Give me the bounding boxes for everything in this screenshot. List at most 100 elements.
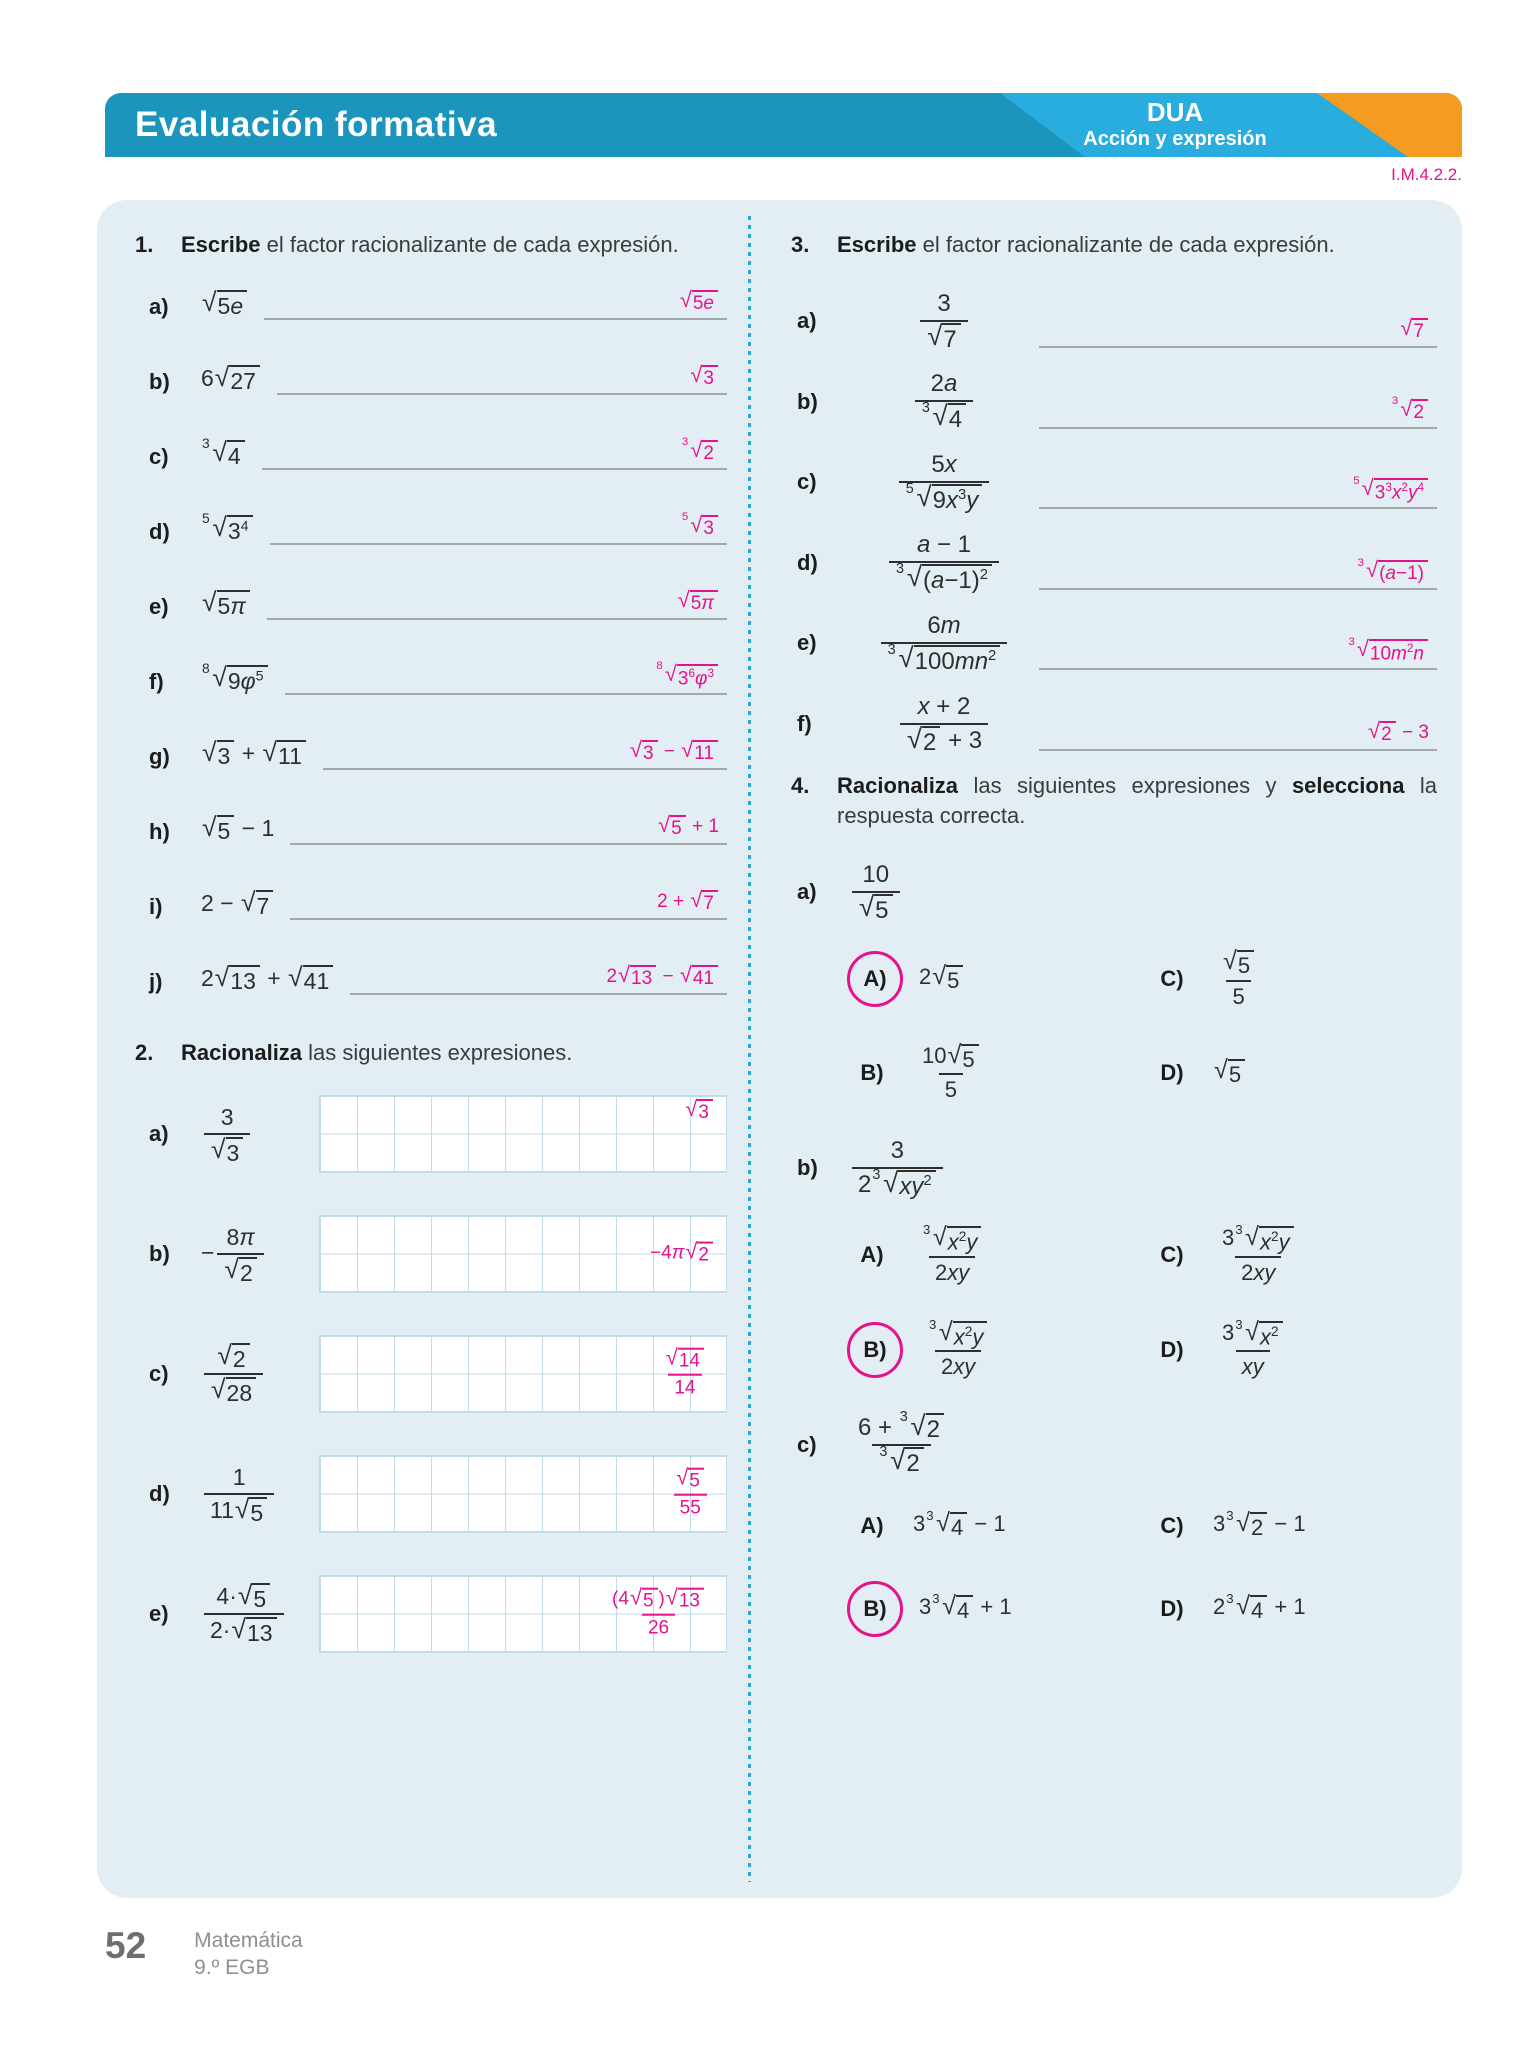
radicand: 4 bbox=[950, 1512, 968, 1540]
denominator: √ 28 bbox=[204, 1373, 264, 1407]
math-expression: √ 5 bbox=[1213, 1056, 1246, 1087]
numerator: x + 2 bbox=[917, 692, 971, 720]
answer-text: 3 √ 2 bbox=[681, 436, 727, 468]
exercise-2-header: 2. Racionaliza las siguientes expresiones… bbox=[135, 1038, 727, 1068]
radical-sign: √ bbox=[212, 662, 227, 693]
radical: 3 √ 2 bbox=[1392, 395, 1428, 424]
radical-sign: √ bbox=[214, 962, 230, 993]
radicand: 5 bbox=[1227, 1059, 1246, 1087]
radicand: 9x3y bbox=[931, 483, 983, 515]
answer-line: 3 √ 2 bbox=[1039, 375, 1437, 429]
option-A: A) 2 √ 5 bbox=[847, 947, 1147, 1011]
radical-index: 3 bbox=[872, 1166, 881, 1183]
fraction: 4· √ 5 2· √ 13 bbox=[204, 1581, 284, 1648]
radical-sign: √ bbox=[202, 812, 217, 843]
selected-option-letter: B) bbox=[847, 1321, 903, 1378]
item-label: c) bbox=[149, 1361, 169, 1387]
radicand: 2 bbox=[697, 1241, 713, 1267]
radical: √ 13 bbox=[231, 1616, 277, 1646]
left-column: 1. Escribe el factor racionalizante de ca… bbox=[135, 230, 727, 1695]
math-expression: 3 3 √ 4 + 1 bbox=[919, 1591, 1012, 1624]
item-expression: 4· √ 5 2· √ 13 bbox=[201, 1581, 319, 1648]
math-variable: y bbox=[964, 1354, 976, 1380]
superscript: 2 bbox=[979, 567, 988, 584]
math-expression: 2 3 √ 4 + 1 bbox=[1213, 1591, 1306, 1624]
radicand: 3 bbox=[642, 739, 658, 765]
math-variable: x bbox=[1391, 482, 1402, 504]
radical: √ 28 bbox=[211, 1374, 257, 1406]
radicand: x2y bbox=[1259, 1226, 1294, 1255]
item-label: a) bbox=[149, 1121, 169, 1147]
answer-line: √ 5e bbox=[264, 288, 727, 320]
option-B: B) 3 3 √ 4 + 1 bbox=[847, 1580, 1147, 1637]
denominator: 55 bbox=[673, 1493, 707, 1522]
math-variable: y bbox=[958, 1260, 970, 1286]
denominator: √ 5 bbox=[852, 890, 900, 926]
item-expression: −8π √ 2 bbox=[201, 1222, 319, 1287]
numerator: 10 bbox=[862, 860, 890, 888]
fraction: 8π √ 2 bbox=[217, 1222, 264, 1287]
radical-index: 3 bbox=[929, 1316, 937, 1332]
options-b: A) 3 √ x2y 2xy C) 3 3 √ x2y 2xy B) 3 √ x2y 2xy D) 3 3 √ x2 xy bbox=[791, 1222, 1437, 1382]
denominator: 5 √ 9x3y bbox=[898, 480, 990, 516]
denominator: 3 √ 4 bbox=[914, 400, 974, 435]
numerator: (4 √ 5) √ 13 bbox=[606, 1587, 711, 1614]
exercise-1-item-j: j) 2 √ 13 + √ 41 2 √ 13 − √ 41 bbox=[135, 963, 727, 995]
radical-sign: √ bbox=[1214, 1056, 1228, 1085]
radical: 3 √ x2y bbox=[1235, 1222, 1294, 1255]
radicand: 5 bbox=[252, 1582, 271, 1612]
radical: 8 √ 9φ5 bbox=[202, 661, 268, 694]
fraction: 3 √ x2y 2xy bbox=[922, 1316, 994, 1382]
radical: √ 2 bbox=[217, 1342, 250, 1372]
item-expression: 8 √ 9φ5 bbox=[201, 661, 269, 694]
option-letter: B) bbox=[860, 1059, 884, 1085]
math-variable: y bbox=[966, 1229, 978, 1255]
radical-index: 3 bbox=[923, 1222, 931, 1238]
item-expression: 5x 5 √ 9x3y bbox=[849, 449, 1039, 516]
work-grid: √ 3 bbox=[319, 1095, 727, 1174]
option-letter: D) bbox=[1160, 1336, 1184, 1362]
item-expression: √ 2 √ 28 bbox=[201, 1341, 319, 1408]
radical: √ 7 bbox=[241, 889, 274, 919]
radicand: 13 bbox=[245, 1617, 277, 1646]
radical: √ 5 bbox=[948, 1042, 979, 1072]
radical-sign: √ bbox=[211, 1374, 226, 1405]
denominator: √ 3 bbox=[204, 1132, 251, 1167]
item-label: e) bbox=[149, 1601, 169, 1627]
fraction: 5x 5 √ 9x3y bbox=[898, 449, 990, 516]
denominator: √ 2 bbox=[217, 1252, 264, 1287]
math-expression: 4· √ 5 2· √ 13 bbox=[201, 1581, 287, 1648]
math-expression: 1 11 √ 5 bbox=[201, 1462, 277, 1527]
radical-sign: √ bbox=[202, 587, 217, 618]
radicand: 3 bbox=[697, 1099, 713, 1124]
radical-sign: √ bbox=[664, 660, 677, 686]
radicand: (a−1)2 bbox=[921, 564, 992, 595]
math-variable: a bbox=[930, 567, 945, 595]
math-expression: 3 √ 3 bbox=[201, 1102, 253, 1167]
work-grid: (4 √ 5) √ 13 26 bbox=[319, 1575, 727, 1654]
math-expression: 3 3 √ x2 xy bbox=[1213, 1317, 1293, 1379]
item-label: e) bbox=[797, 630, 817, 656]
radical-sign: √ bbox=[288, 962, 303, 993]
option-A: A) 3 3 √ 4 − 1 bbox=[847, 1501, 1147, 1551]
denominator: 14 bbox=[668, 1373, 702, 1402]
radical-index: 5 bbox=[905, 480, 914, 497]
radical: 5 √ 34 bbox=[202, 511, 253, 544]
radicand: 2 bbox=[1380, 721, 1396, 746]
answer-line: 5 √ 33x2y4 bbox=[1039, 455, 1437, 510]
item-label: d) bbox=[797, 549, 818, 575]
option-expression: 3 3 √ x2 xy bbox=[1213, 1317, 1293, 1382]
math-variable: x bbox=[947, 1229, 959, 1255]
math-expression: 3 √ x2y 2xy bbox=[919, 1317, 997, 1379]
answer-text: √ 2 − 3 bbox=[1368, 718, 1429, 746]
answer-line: √ 3 − √ 11 bbox=[322, 738, 727, 770]
option-letter: A) bbox=[860, 1242, 884, 1268]
radicand: 10m2n bbox=[1368, 639, 1428, 665]
fraction: 10 √ 5 5 bbox=[916, 1041, 986, 1105]
fraction: 6m 3 √ 100mn2 bbox=[880, 610, 1008, 677]
instruction-verb: Escribe bbox=[837, 232, 917, 257]
fraction: √ 2 √ 28 bbox=[204, 1341, 264, 1408]
banner: Evaluación formativa DUA Acción y expres… bbox=[105, 93, 1462, 157]
radical-sign: √ bbox=[658, 811, 671, 837]
superscript: 4 bbox=[240, 518, 249, 535]
